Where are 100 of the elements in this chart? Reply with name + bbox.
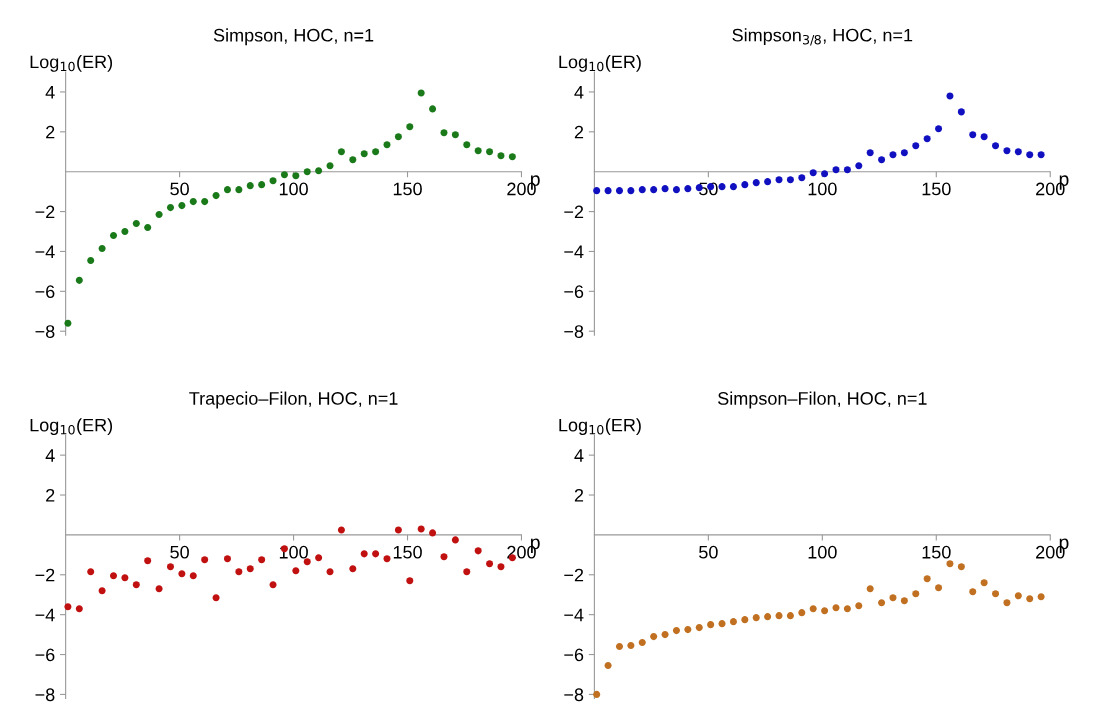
point xyxy=(75,276,83,284)
chart-title: Simpson–Filon, HOC, n=1 xyxy=(718,391,927,409)
point xyxy=(821,607,829,615)
point xyxy=(394,133,402,141)
point xyxy=(417,525,425,533)
point xyxy=(684,626,692,634)
point xyxy=(303,168,311,176)
y-tick-label: −8 xyxy=(564,325,584,338)
point xyxy=(87,256,95,264)
point xyxy=(923,575,931,583)
x-tick-label: 50 xyxy=(170,545,189,559)
point xyxy=(429,529,437,537)
point xyxy=(303,558,311,566)
point xyxy=(957,563,965,571)
point xyxy=(935,584,943,592)
y-tick-label: −8 xyxy=(35,325,55,338)
point xyxy=(189,572,197,580)
point xyxy=(474,547,482,555)
point xyxy=(786,176,794,184)
point xyxy=(121,574,129,582)
point xyxy=(809,605,817,613)
y-tick-label: −4 xyxy=(564,608,584,622)
x-tick-label: 50 xyxy=(699,545,718,559)
point xyxy=(166,204,175,212)
point xyxy=(337,526,345,534)
point xyxy=(98,587,106,595)
y-axis-title: Log$_{10}$(ER) xyxy=(559,418,641,436)
point xyxy=(166,563,175,571)
point xyxy=(821,170,829,178)
point xyxy=(980,579,988,587)
chart-title: Simpson$_{3/8}$, HOC, n=1 xyxy=(732,28,913,46)
point xyxy=(855,602,863,610)
point xyxy=(593,690,601,698)
point xyxy=(212,192,220,200)
point xyxy=(315,167,323,175)
point xyxy=(212,594,220,602)
y-axis-title: Log$_{10}$(ER) xyxy=(30,418,113,436)
point xyxy=(604,187,612,195)
point xyxy=(775,612,783,620)
point xyxy=(729,618,737,626)
point xyxy=(661,185,669,193)
point xyxy=(615,643,624,651)
point xyxy=(798,609,806,617)
point xyxy=(718,620,726,628)
point xyxy=(980,133,988,141)
point xyxy=(992,142,1000,150)
y-tick-label: 4 xyxy=(45,86,55,99)
point xyxy=(1003,147,1011,155)
point xyxy=(349,156,357,164)
point xyxy=(292,567,300,575)
point xyxy=(1014,592,1022,600)
point xyxy=(178,202,186,210)
point xyxy=(593,187,601,195)
point xyxy=(326,162,334,170)
y-tick-label: −8 xyxy=(35,688,55,702)
point xyxy=(440,129,448,137)
point xyxy=(832,166,840,174)
point xyxy=(969,131,977,139)
point xyxy=(349,565,357,573)
y-tick-label: 2 xyxy=(46,125,55,139)
point xyxy=(121,227,129,236)
point xyxy=(417,89,425,97)
point xyxy=(855,162,863,170)
point xyxy=(178,570,186,578)
y-tick-label: −2 xyxy=(564,568,584,582)
point xyxy=(383,141,391,149)
point xyxy=(969,588,977,596)
point xyxy=(741,616,749,624)
point xyxy=(672,186,680,194)
point xyxy=(752,614,760,622)
y-tick-label: −2 xyxy=(35,205,55,219)
point xyxy=(486,560,494,568)
point xyxy=(764,178,772,186)
point xyxy=(223,186,231,194)
point xyxy=(337,148,345,156)
point xyxy=(900,597,908,605)
point xyxy=(463,141,471,149)
y-axis-title: Log$_{10}$(ER) xyxy=(30,55,113,72)
point xyxy=(661,631,669,639)
y-tick-label: −2 xyxy=(564,205,584,219)
point xyxy=(615,187,624,195)
point xyxy=(798,174,806,182)
point xyxy=(189,198,197,206)
point xyxy=(1037,593,1045,601)
x-tick-label: 100 xyxy=(808,545,837,559)
x-tick-label: 100 xyxy=(808,182,837,196)
point xyxy=(604,661,612,670)
x-tick-label: 150 xyxy=(922,182,951,196)
point xyxy=(695,624,703,632)
point xyxy=(832,604,840,612)
point xyxy=(132,581,140,589)
point xyxy=(809,169,817,177)
point xyxy=(638,186,646,194)
point xyxy=(1003,599,1011,607)
point xyxy=(508,153,516,161)
x-tick-label: 100 xyxy=(279,182,308,196)
y-tick-label: −4 xyxy=(564,245,584,258)
point xyxy=(912,590,920,598)
point xyxy=(144,557,152,565)
point xyxy=(650,633,658,641)
